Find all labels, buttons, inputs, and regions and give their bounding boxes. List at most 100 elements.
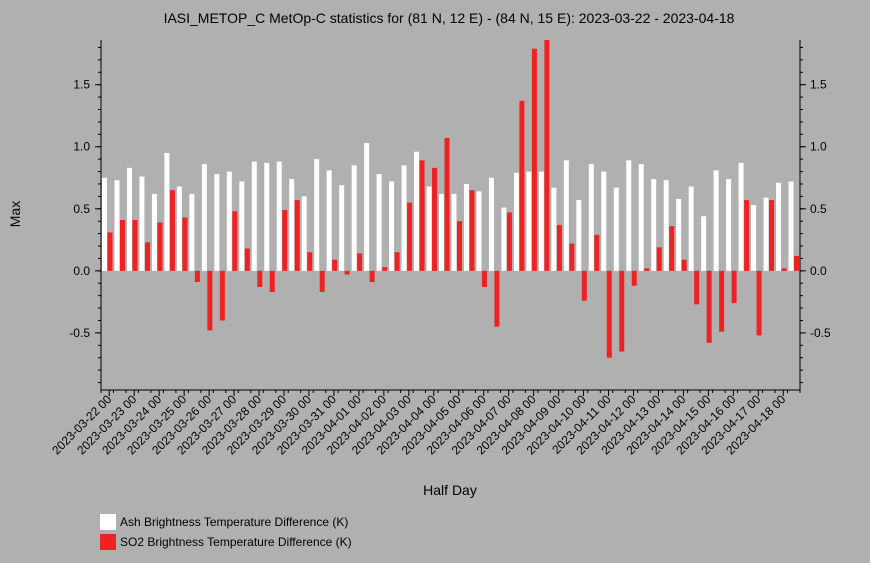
- ash-bar-18: [326, 170, 332, 271]
- ash-bar-52: [751, 205, 757, 271]
- ash-bar-14: [276, 161, 282, 271]
- so2-bar-18: [332, 259, 338, 271]
- so2-bar-22: [382, 267, 388, 271]
- ash-bar-41: [613, 187, 619, 271]
- so2-bar-21: [369, 270, 375, 283]
- so2-bar-15: [294, 200, 300, 271]
- y-tick-label-left-4: 1.5: [73, 78, 90, 92]
- so2-bar-16: [307, 252, 313, 271]
- so2-bar-0: [107, 232, 113, 271]
- so2-bar-24: [407, 202, 413, 271]
- so2-bar-41: [619, 270, 625, 352]
- so2-bar-23: [394, 252, 400, 271]
- ash-bar-21: [364, 143, 370, 271]
- so2-bar-19: [344, 270, 350, 275]
- ash-bar-0: [102, 177, 107, 271]
- so2-bar-32: [506, 212, 512, 271]
- ash-bar-6: [176, 186, 182, 271]
- ash-bar-51: [738, 162, 744, 271]
- so2-bar-35: [544, 40, 550, 271]
- so2-bar-20: [357, 253, 363, 271]
- so2-bar-2: [132, 219, 138, 271]
- so2-bar-46: [681, 259, 687, 271]
- ash-bar-2: [126, 167, 132, 271]
- ash-bar-40: [601, 171, 607, 271]
- ash-bar-12: [251, 161, 257, 271]
- y-axis-label: Max: [7, 201, 23, 227]
- so2-bar-12: [257, 270, 263, 287]
- ash-bar-53: [763, 197, 769, 271]
- so2-bar-36: [556, 224, 562, 271]
- ash-bar-11: [239, 181, 245, 271]
- ash-bar-54: [776, 182, 782, 271]
- ash-bar-48: [701, 216, 707, 271]
- so2-bar-9: [219, 270, 225, 321]
- so2-bar-50: [731, 270, 737, 304]
- ash-bar-3: [139, 176, 145, 271]
- ash-bar-7: [189, 193, 195, 271]
- ash-bar-43: [638, 164, 644, 271]
- ash-bar-4: [151, 193, 157, 271]
- so2-bar-38: [581, 270, 587, 301]
- legend-item-so2: SO2 Brightness Temperature Difference (K…: [100, 532, 352, 552]
- y-tick-label-left-0: -0.5: [69, 326, 90, 340]
- so2-bar-4: [157, 222, 163, 271]
- so2-bar-43: [644, 268, 650, 271]
- legend-item-ash: Ash Brightness Temperature Difference (K…: [100, 512, 352, 532]
- so2-bar-33: [519, 100, 525, 271]
- so2-bar-6: [182, 217, 188, 271]
- so2-bar-28: [457, 221, 462, 271]
- so2-bar-39: [594, 234, 600, 271]
- ash-bar-13: [264, 162, 270, 271]
- y-tick-label-right-1: 0.0: [810, 264, 827, 278]
- so2-bar-17: [319, 270, 325, 292]
- ash-bar-8: [201, 164, 207, 271]
- y-tick-label-right-0: -0.5: [810, 326, 831, 340]
- so2-bar-8: [207, 270, 213, 331]
- so2-bar-54: [781, 268, 787, 271]
- y-tick-label-left-2: 0.5: [73, 202, 90, 216]
- ash-bar-35: [538, 171, 544, 271]
- so2-bar-26: [432, 167, 438, 271]
- ash-bar-1: [114, 180, 120, 271]
- ash-bar-5: [164, 152, 170, 271]
- ash-bar-19: [339, 185, 345, 271]
- axes-layer: -0.5 -0.50.0 0.00.5 0.51.0 1.01.5 1.52023-03-…: [49, 40, 831, 457]
- legend-swatch-so2: [100, 534, 116, 550]
- ash-bar-50: [726, 179, 732, 271]
- so2-bar-14: [282, 210, 288, 271]
- ash-bar-39: [588, 164, 594, 271]
- so2-bar-10: [232, 211, 238, 271]
- so2-bar-31: [494, 270, 500, 327]
- so2-bar-11: [244, 248, 250, 271]
- so2-bar-1: [119, 219, 125, 271]
- chart-title: IASI_METOP_C MetOp-C statistics for (81 …: [164, 10, 735, 26]
- so2-bar-52: [756, 270, 762, 336]
- ash-bar-46: [676, 198, 682, 271]
- ash-bar-31: [488, 177, 494, 271]
- legend-label-ash: Ash Brightness Temperature Difference (K…: [120, 515, 349, 529]
- ash-bar-38: [576, 200, 582, 271]
- ash-bar-49: [713, 170, 719, 271]
- ash-bar-24: [401, 165, 407, 271]
- ash-bar-23: [389, 181, 395, 271]
- y-tick-label-left-1: 0.0: [73, 264, 90, 278]
- bars-layer: [102, 40, 800, 358]
- so2-bar-29: [469, 190, 475, 271]
- so2-bar-44: [656, 247, 662, 271]
- y-tick-label-right-3: 1.0: [810, 140, 827, 154]
- ash-bar-16: [301, 196, 307, 271]
- ash-bar-28: [451, 193, 457, 271]
- so2-bar-51: [744, 200, 750, 271]
- so2-bar-40: [606, 270, 612, 358]
- so2-bar-30: [481, 270, 487, 287]
- ash-bar-45: [663, 180, 669, 271]
- legend-label-so2: SO2 Brightness Temperature Difference (K…: [120, 535, 352, 549]
- ash-bar-17: [314, 159, 320, 271]
- ash-bar-37: [563, 160, 569, 271]
- so2-bar-45: [669, 226, 675, 271]
- ash-bar-30: [476, 191, 482, 271]
- ash-bar-10: [226, 171, 232, 271]
- ash-bar-34: [526, 171, 532, 271]
